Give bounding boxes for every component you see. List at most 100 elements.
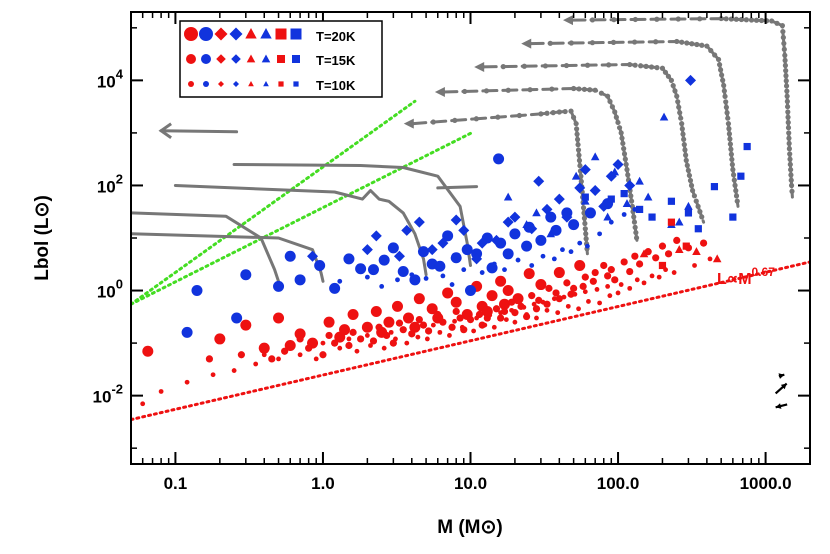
data-point — [585, 243, 590, 249]
track-6-node — [495, 114, 501, 120]
data-point — [426, 303, 438, 315]
data-point — [627, 285, 633, 291]
data-point — [158, 389, 164, 394]
data-point — [550, 224, 562, 236]
legend-label-20k: T=20K — [316, 29, 356, 44]
data-point — [634, 277, 640, 283]
track-7-node — [624, 167, 630, 173]
track-10-node — [788, 167, 794, 173]
track-8-node — [686, 172, 693, 179]
data-point — [664, 250, 673, 258]
data-point — [502, 285, 514, 297]
data-point — [692, 263, 697, 268]
track-10-node — [784, 98, 790, 105]
track-9-node — [704, 43, 710, 49]
track-9-node — [716, 62, 723, 68]
data-point — [490, 234, 502, 246]
legend-marker — [275, 28, 287, 40]
track-6-node — [573, 121, 579, 127]
data-point — [276, 356, 281, 362]
legend-marker — [248, 81, 254, 87]
data-point — [531, 301, 537, 307]
track-10-node — [743, 17, 750, 23]
legend-marker — [203, 81, 209, 87]
track-7-node — [625, 172, 631, 178]
track-9-node — [699, 42, 705, 48]
data-point — [465, 285, 476, 297]
data-point — [589, 185, 601, 197]
data-point — [354, 348, 360, 354]
data-point — [434, 310, 442, 319]
data-point — [503, 317, 509, 322]
y-tick-label: 100 — [97, 277, 123, 302]
data-point — [568, 249, 574, 255]
track-8-node — [648, 64, 655, 70]
data-point — [486, 290, 498, 302]
data-point — [576, 306, 581, 312]
track-9-node — [729, 156, 735, 163]
data-point — [635, 176, 644, 185]
track-10-node — [780, 34, 786, 41]
data-point — [600, 261, 608, 270]
legend-marker — [214, 27, 228, 41]
data-point — [346, 336, 352, 342]
track-10-node — [733, 16, 739, 22]
data-point — [253, 361, 259, 367]
data-point — [434, 260, 446, 272]
y-tick-label: 102 — [97, 171, 123, 196]
data-point — [499, 298, 511, 310]
track-8-node — [676, 104, 682, 110]
data-point — [509, 307, 515, 313]
data-point — [597, 231, 603, 237]
track-9-node — [712, 52, 718, 58]
track-9-node — [725, 115, 731, 121]
track-10-node — [782, 62, 788, 69]
legend-marker — [188, 81, 194, 87]
legend-marker — [216, 54, 226, 64]
data-point — [378, 254, 390, 266]
track-6-node — [473, 116, 479, 122]
legend-marker — [292, 55, 300, 63]
data-point — [419, 321, 428, 329]
data-point — [737, 172, 745, 180]
fit-label-exponent: 0.67 — [752, 265, 776, 279]
data-point — [409, 272, 415, 278]
data-point — [515, 257, 521, 263]
data-point — [297, 352, 303, 358]
data-point — [572, 291, 578, 297]
data-point — [674, 217, 684, 226]
data-point — [636, 205, 644, 214]
legend-marker — [261, 54, 271, 63]
track-9-node — [727, 141, 733, 147]
data-point — [450, 252, 462, 264]
track-10-node — [786, 140, 792, 147]
legend-marker — [201, 54, 211, 64]
data-point — [545, 284, 553, 292]
track-10-arrowhead — [563, 15, 574, 26]
data-point — [555, 310, 561, 316]
data-point — [503, 192, 513, 201]
track-7-node — [633, 229, 639, 236]
data-point — [512, 293, 524, 305]
data-point — [409, 321, 421, 333]
legend-marker — [290, 28, 302, 40]
track-6-node — [577, 163, 583, 169]
data-point — [604, 272, 612, 280]
data-point — [508, 298, 516, 306]
data-point — [409, 324, 415, 330]
data-point — [387, 242, 399, 254]
track-10-node — [783, 83, 790, 89]
data-point — [313, 356, 319, 362]
fit-line — [131, 260, 810, 422]
data-point — [320, 340, 326, 346]
data-point — [553, 267, 565, 279]
track-8-node — [627, 61, 633, 68]
data-point — [426, 244, 438, 256]
track-8-node — [670, 83, 676, 89]
data-point — [555, 295, 563, 303]
data-point — [626, 267, 634, 276]
data-point — [570, 284, 578, 292]
data-point — [581, 273, 589, 281]
data-point — [512, 319, 518, 325]
legend-label-10k: T=10K — [316, 78, 356, 93]
